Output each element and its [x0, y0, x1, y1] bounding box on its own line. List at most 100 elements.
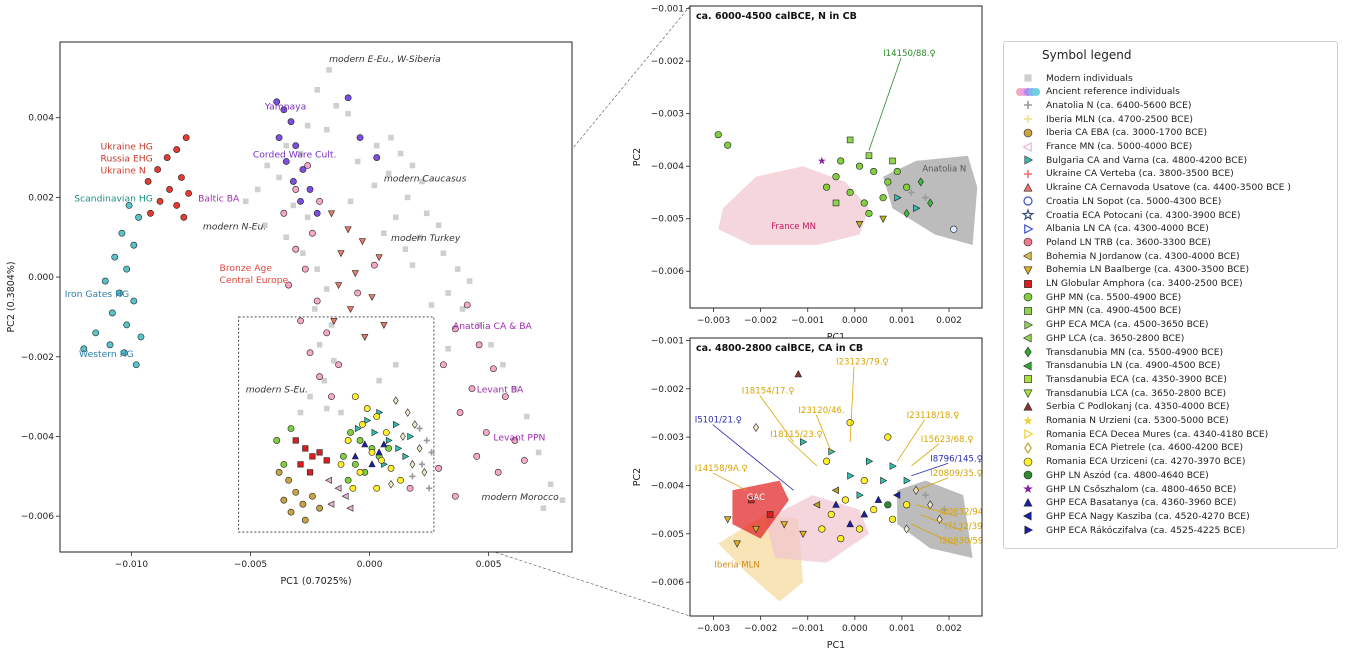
y-tick-label: −0.004 — [651, 481, 685, 491]
plot-frame — [689, 337, 983, 617]
data-point — [406, 484, 414, 492]
legend-label: Anatolia N (ca. 6400-5600 BCE) — [1046, 99, 1192, 111]
legend-marker — [1022, 333, 1032, 343]
x-tick-label: 0.001 — [889, 624, 915, 634]
data-point — [326, 67, 332, 73]
legend-item: GHP ECA Basatanya (ca. 4360-3960 BCE) — [1016, 496, 1236, 510]
data-point — [356, 468, 364, 476]
data-point — [111, 253, 119, 261]
series-france-mn — [325, 476, 354, 512]
series-bohemia-n-jordanow — [812, 486, 839, 509]
legend-label: Croatia ECA Potocani (ca. 4300-3900 BCE) — [1046, 209, 1241, 221]
series-ghp-mn-sq- — [832, 136, 896, 207]
legend-marker-shape — [1023, 497, 1033, 507]
series-ukraine-russia-hg — [144, 134, 192, 221]
group-label: Central Europe — [220, 275, 289, 286]
legend-label: Romania N Urzieni (ca. 5300-5000 BCE) — [1046, 415, 1229, 426]
data-point — [182, 134, 190, 142]
data-point — [289, 178, 297, 185]
data-point — [865, 457, 874, 466]
x-tick-label: 0.005 — [476, 560, 502, 570]
legend-marker-shape — [1023, 238, 1033, 247]
data-point — [313, 297, 321, 305]
data-point — [304, 122, 311, 129]
legend-item: Romania ECA Urziceni (ca. 4270-3970 BCE) — [1016, 455, 1245, 469]
legend-item: Romania ECA Decea Mures (ca. 4340-4180 B… — [1016, 427, 1268, 441]
series-bronze-age-central-europe — [327, 210, 388, 341]
data-point — [540, 505, 547, 511]
legend-marker-shape — [1023, 401, 1033, 411]
data-point — [385, 170, 392, 177]
data-point — [922, 194, 929, 202]
data-point — [373, 413, 381, 420]
annotation-leader — [712, 424, 794, 491]
legend-item: Modern individuals — [1016, 71, 1133, 85]
data-point — [347, 198, 354, 205]
data-point — [373, 484, 381, 492]
x-tick-label: 0.002 — [936, 624, 962, 634]
series-romania-eca-urziceni — [818, 419, 911, 543]
legend-label: GHP ECA Nagy Kasziba (ca. 4520-4270 BCE) — [1046, 510, 1250, 522]
legend-item: Ukraine CA Verteba (ca. 3800-3500 BCE) — [1016, 167, 1234, 181]
data-point — [361, 334, 369, 341]
data-point — [860, 199, 868, 207]
data-point — [370, 261, 378, 269]
data-point — [404, 194, 411, 201]
series-ghp-ln-cs-szhalom — [817, 156, 826, 165]
series-ghp-eca-nagy-kasziba — [892, 491, 901, 499]
data-point — [316, 373, 323, 381]
data-point — [380, 440, 388, 448]
group-label: modern Morocco — [482, 492, 560, 503]
series-romania-eca-urziceni — [337, 393, 404, 492]
series-scandinavian-iron-gates-western-hg — [80, 201, 145, 369]
data-point — [354, 158, 361, 165]
data-point — [309, 229, 316, 237]
data-point — [154, 166, 162, 173]
data-point — [285, 281, 293, 289]
legend-marker-shape — [1021, 208, 1035, 221]
plot-frame — [59, 41, 573, 553]
legend-item: Bohemia N Jordanow (ca. 4300-4000 BCE) — [1016, 249, 1240, 263]
legend-item: Iberia CA EBA (ca. 3000-1700 BCE) — [1016, 126, 1207, 140]
data-point — [752, 525, 760, 534]
data-point — [280, 496, 288, 504]
legend-marker — [1024, 169, 1032, 178]
data-point — [832, 173, 840, 181]
data-point — [870, 506, 878, 514]
legend-marker — [1023, 196, 1033, 206]
plot-area: modern E-Eu., W-Siberia Yamnaya Ukraine HG… — [65, 54, 566, 533]
group-label: Corded Ware Cult. — [253, 150, 336, 161]
data-point — [116, 289, 123, 297]
legend-marker — [1024, 320, 1034, 330]
data-point — [371, 182, 378, 189]
annotation-label: I18115/23.♀ — [770, 430, 823, 440]
legend-marker-shape — [1024, 74, 1032, 82]
legend-label: Transdanubia LN (ca. 4900-4500 BCE) — [1046, 360, 1221, 372]
data-point — [297, 317, 304, 325]
data-point — [363, 405, 371, 412]
legend-marker — [1024, 279, 1032, 288]
legend-marker — [1023, 389, 1033, 399]
data-point — [321, 377, 328, 384]
data-point — [297, 197, 304, 205]
data-point — [306, 186, 314, 193]
data-point — [454, 266, 461, 272]
data-point — [356, 134, 364, 142]
legend-item: GHP MN (ca. 4900-4500 BCE) — [1016, 304, 1181, 318]
data-point — [409, 460, 416, 469]
data-point — [130, 241, 138, 249]
data-point — [347, 429, 354, 436]
data-point — [108, 309, 116, 317]
legend-item: Ukraine CA Cernavoda Usatove (ca. 4400-3… — [1016, 181, 1291, 195]
data-point — [354, 289, 362, 297]
data-point — [166, 186, 173, 193]
y-tick-label: −0.002 — [651, 57, 684, 67]
annotation-label: I23118/18.♀ — [907, 411, 960, 421]
data-point — [135, 213, 142, 221]
data-point — [178, 174, 185, 181]
legend-label: Serbia C Podlokanj (ca. 4350-4000 BCE) — [1046, 401, 1230, 413]
data-point — [860, 477, 868, 485]
data-point — [337, 460, 345, 468]
data-point — [344, 476, 352, 484]
series-ancient-reference-individuals — [280, 162, 528, 500]
